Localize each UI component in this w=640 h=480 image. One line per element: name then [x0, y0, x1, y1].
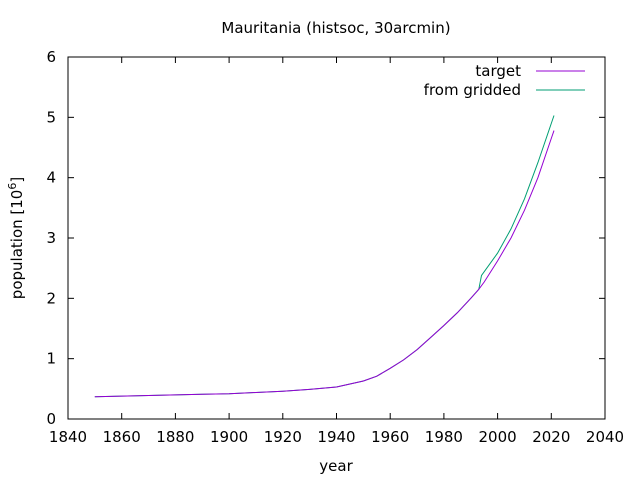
- legend-label-from-gridded: from gridded: [424, 81, 521, 99]
- x-tick-label: 1880: [156, 428, 194, 446]
- x-tick-label: 1940: [317, 428, 355, 446]
- series-line-target: [94, 130, 555, 398]
- series-lines: [94, 115, 555, 398]
- x-tick-label: 2020: [532, 428, 570, 446]
- legend-label-target: target: [475, 62, 521, 80]
- y-tick-label: 0: [46, 410, 56, 428]
- chart-title: Mauritania (histsoc, 30arcmin): [221, 19, 450, 37]
- plot-area-frame: [67, 56, 606, 420]
- y-tick-label: 2: [46, 289, 56, 307]
- x-tick-label: 1860: [103, 428, 141, 446]
- y-tick-label: 4: [46, 169, 56, 187]
- y-tick-label: 3: [46, 229, 56, 247]
- x-tick-label: 2040: [586, 428, 624, 446]
- x-tick-label: 2000: [479, 428, 517, 446]
- y-tick-label: 6: [46, 48, 56, 66]
- series-line-from-gridded: [94, 115, 555, 398]
- y-axis: 0 1 2 3 4 5 6: [46, 48, 605, 428]
- legend: target from gridded: [424, 62, 585, 99]
- x-axis-label: year: [319, 457, 353, 475]
- y-axis-label-base: population [10: [8, 190, 26, 300]
- y-axis-label-exponent: 6: [6, 183, 19, 190]
- x-tick-label: 1920: [264, 428, 302, 446]
- y-tick-label: 1: [46, 350, 56, 368]
- x-tick-label: 1980: [425, 428, 463, 446]
- x-tick-label: 1960: [371, 428, 409, 446]
- y-tick-label: 5: [46, 108, 56, 126]
- x-axis: 1840 1860 1880 1900 1920 1940 1960 1980 2000 2020…: [49, 57, 624, 446]
- y-axis-label-close: ]: [8, 177, 26, 183]
- x-tick-label: 1840: [49, 428, 87, 446]
- x-tick-label: 1900: [210, 428, 248, 446]
- y-axis-label: population [106]: [6, 177, 27, 299]
